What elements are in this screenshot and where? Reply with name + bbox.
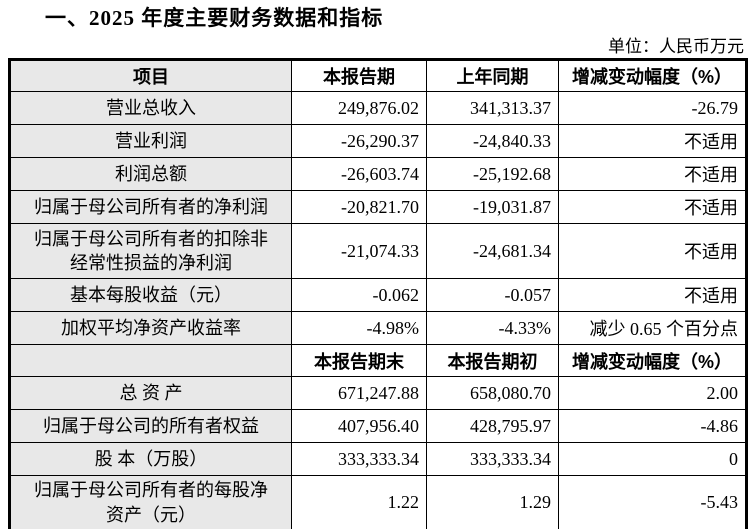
value-period-end: 671,247.88 [291,376,427,410]
value-period-end: 1.22 [291,475,427,529]
value-change: 不适用 [558,278,747,312]
item-label: 利润总额 [9,157,292,191]
value-change: 不适用 [558,190,747,224]
header-item-blank [9,344,292,377]
value-current: -26,290.37 [291,124,427,158]
value-change: 2.00 [558,376,747,410]
header-period-begin: 本报告期初 [426,344,559,377]
value-current: -26,603.74 [291,157,427,191]
table-row-equity-parent: 归属于母公司的所有者权益 407,956.40 428,795.97 -4.86 [9,409,747,443]
value-change: -4.86 [558,409,747,443]
value-period-begin: 333,333.34 [426,442,559,476]
item-label: 营业利润 [9,124,292,158]
section-title: 一、2025 年度主要财务数据和指标 [45,6,384,30]
table-row-total-revenue: 营业总收入 249,876.02 341,313.37 -26.79 [9,91,747,125]
value-change: 0 [558,442,747,476]
table-row-operating-profit: 营业利润 -26,290.37 -24,840.33 不适用 [9,124,747,158]
table-row-share-capital: 股 本（万股） 333,333.34 333,333.34 0 [9,442,747,476]
unit-label: 单位：人民币万元 [608,37,744,56]
table-header-row-period: 项目 本报告期 上年同期 增减变动幅度（%） [9,59,747,92]
value-change: 不适用 [558,223,747,279]
table-header-row-period-end: 本报告期末 本报告期初 增减变动幅度（%） [9,344,747,377]
value-prior: -4.33% [426,311,559,345]
header-prior-period: 上年同期 [426,59,559,92]
value-change: 不适用 [558,157,747,191]
value-change: -5.43 [558,475,747,529]
header-item: 项目 [9,59,292,92]
value-current: -0.062 [291,278,427,312]
table-row-total-profit: 利润总额 -26,603.74 -25,192.68 不适用 [9,157,747,191]
value-period-begin: 428,795.97 [426,409,559,443]
item-label: 股 本（万股） [9,442,292,476]
value-prior: 341,313.37 [426,91,559,125]
item-label: 归属于母公司所有者的净利润 [9,190,292,224]
value-change: -26.79 [558,91,747,125]
value-current: -4.98% [291,311,427,345]
value-period-begin: 1.29 [426,475,559,529]
header-current-period: 本报告期 [291,59,427,92]
value-current: -20,821.70 [291,190,427,224]
item-label: 基本每股收益（元） [9,278,292,312]
item-label: 归属于母公司所有者的扣除非 经常性损益的净利润 [9,223,292,279]
value-prior: -24,681.34 [426,223,559,279]
value-change: 不适用 [558,124,747,158]
table-row-net-assets-per-share: 归属于母公司所有者的每股净 资产（元） 1.22 1.29 -5.43 [9,475,747,529]
table-row-weighted-avg-roe: 加权平均净资产收益率 -4.98% -4.33% 减少 0.65 个百分点 [9,311,747,345]
table-row-net-profit-parent: 归属于母公司所有者的净利润 -20,821.70 -19,031.87 不适用 [9,190,747,224]
table-row-net-profit-excl-nonrecurring: 归属于母公司所有者的扣除非 经常性损益的净利润 -21,074.33 -24,6… [9,223,747,279]
item-label: 归属于母公司的所有者权益 [9,409,292,443]
header-change-pct: 增减变动幅度（%） [558,59,747,92]
header-period-end: 本报告期末 [291,344,427,377]
header-change-pct-2: 增减变动幅度（%） [558,344,747,377]
value-current: -21,074.33 [291,223,427,279]
value-prior: -19,031.87 [426,190,559,224]
value-period-end: 333,333.34 [291,442,427,476]
value-prior: -0.057 [426,278,559,312]
value-period-begin: 658,080.70 [426,376,559,410]
item-label: 加权平均净资产收益率 [9,311,292,345]
item-label: 总 资 产 [9,376,292,410]
value-prior: -24,840.33 [426,124,559,158]
value-prior: -25,192.68 [426,157,559,191]
financial-indicators-table: 项目 本报告期 上年同期 增减变动幅度（%） 营业总收入 249,876.02 … [8,58,748,529]
value-current: 249,876.02 [291,91,427,125]
item-label: 营业总收入 [9,91,292,125]
table-row-basic-eps: 基本每股收益（元） -0.062 -0.057 不适用 [9,278,747,312]
value-change: 减少 0.65 个百分点 [558,311,747,345]
item-label: 归属于母公司所有者的每股净 资产（元） [9,475,292,529]
table-row-total-assets: 总 资 产 671,247.88 658,080.70 2.00 [9,376,747,410]
value-period-end: 407,956.40 [291,409,427,443]
